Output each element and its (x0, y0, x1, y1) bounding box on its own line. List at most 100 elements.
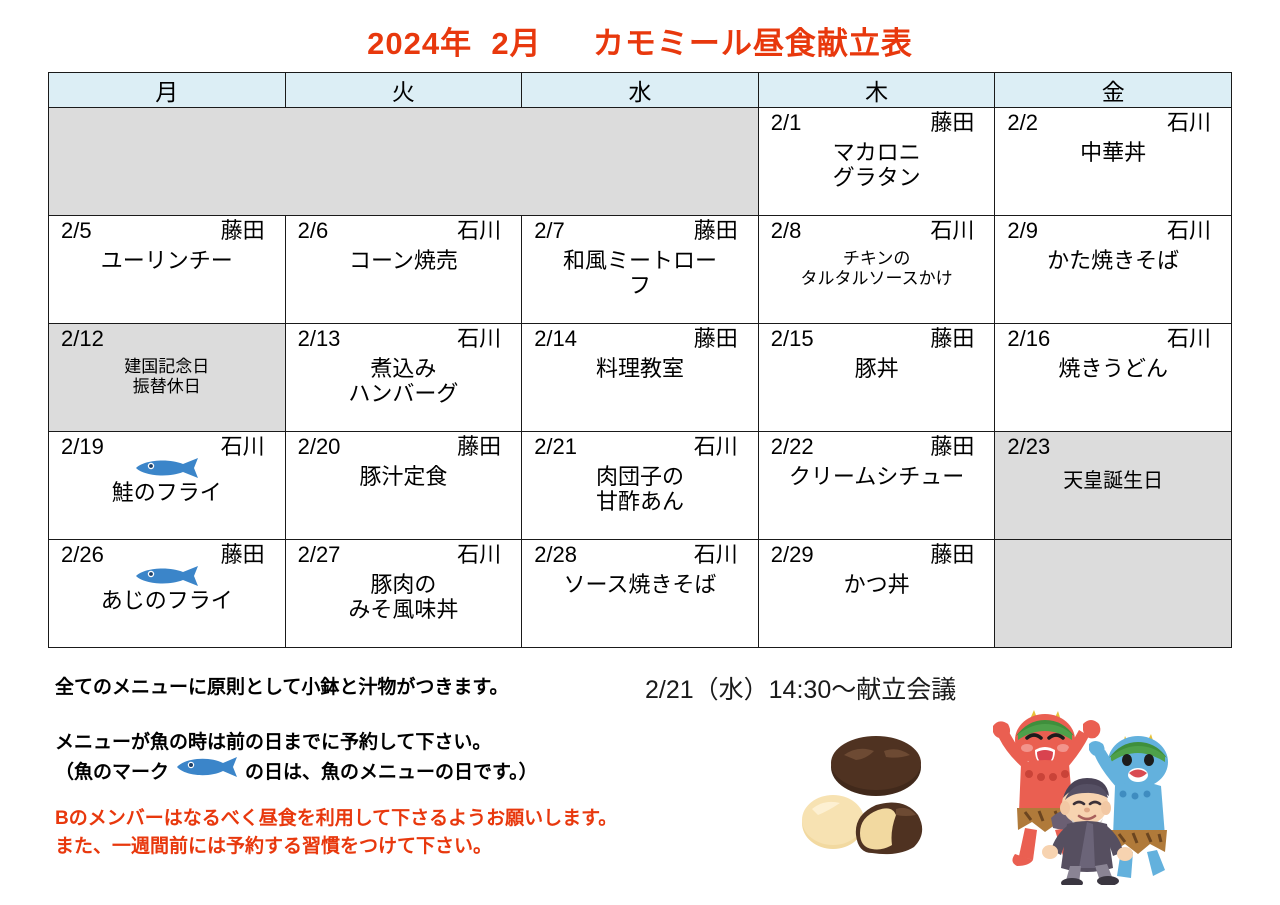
cell-chef-name: 石川 (457, 326, 502, 351)
cell-menu-name: マカロニ グラタン (832, 140, 921, 190)
cell-chef-name: 石川 (457, 542, 502, 567)
cell-menu-name: コーン焼売 (348, 248, 458, 274)
cell-header: 2/1 藤田 (759, 108, 995, 135)
cell-header: 2/22 藤田 (759, 432, 995, 459)
cell-chef-name: 石川 (1166, 218, 1211, 243)
calendar-cell-menu: 2/28 石川 ソース焼きそば (521, 539, 759, 648)
fish-icon (171, 755, 243, 785)
fish-icon (49, 457, 285, 479)
cell-date: 2/2 (1007, 110, 1038, 135)
cell-menu-name: 鮭のフライ (111, 480, 222, 506)
cell-date: 2/1 (770, 110, 802, 135)
note-fish-mark-suffix: の日は、魚のメニューの日です。） (245, 761, 538, 783)
cell-date: 2/21 (534, 434, 578, 459)
cell-chef-name: 石川 (693, 542, 738, 567)
cell-date: 2/23 (1007, 434, 1051, 459)
cell-chef-name: 藤田 (930, 434, 975, 459)
weekday-header-mon: 月 (48, 72, 286, 108)
cell-chef-name: 藤田 (693, 218, 738, 243)
cell-header: 2/16 石川 (995, 324, 1231, 351)
note-side-dish: 全てのメニューに原則として小鉢と汁物がつきます。 (55, 677, 509, 698)
setsubun-oni-illustration (975, 700, 1175, 890)
weekday-header-tue: 火 (284, 72, 523, 108)
cell-header: 2/12 (49, 324, 285, 351)
cell-header: 2/27 石川 (286, 540, 522, 567)
cell-header: 2/21 石川 (522, 432, 758, 459)
calendar-week-row: 2/26 藤田あじのフライ 2/27 石川豚肉の みそ風味丼 2/28 石川 ソース焼きそば… (48, 539, 1232, 648)
cell-chef-name: 石川 (930, 218, 975, 243)
cell-chef-name: 藤田 (930, 326, 975, 351)
page-title: 2024年 2月 カモミール昼食献立表 (367, 26, 913, 61)
weekday-header-thu: 木 (757, 72, 996, 108)
calendar-cell-menu: 2/29 藤田 かつ丼 (757, 539, 996, 648)
cell-chef-name: 藤田 (930, 110, 975, 135)
calendar-cell-menu: 2/6 石川コーン焼売 (284, 215, 523, 324)
cell-date: 2/19 (61, 434, 104, 459)
calendar-body: 2/1 藤田 マカロニ グラタン 2/2 石川 中華丼 2/5 藤田 ユーリンチー 2/6 石川 コー… (48, 107, 1232, 648)
cell-date: 2/6 (297, 218, 329, 243)
calendar-cell-menu: 2/22 藤田 クリームシチュー (757, 431, 996, 540)
calendar-cell-menu: 2/14 藤田 料理教室 (521, 323, 759, 432)
cell-date: 2/13 (297, 326, 341, 351)
weekday-header-wed: 水 (521, 72, 759, 108)
cell-header: 2/23 (995, 432, 1231, 459)
cell-chef-name: 石川 (457, 218, 502, 243)
cell-header: 2/2 石川 (995, 108, 1231, 135)
calendar-cell-empty (994, 539, 1232, 648)
cell-date: 2/22 (770, 434, 814, 459)
cell-date: 2/5 (61, 218, 92, 243)
calendar-cell-menu: 2/16 石川 焼きうどん (994, 323, 1232, 432)
weekday-header-fri: 金 (994, 72, 1232, 108)
note-fish-reservation: メニューが魚の時は前の日までに予約して下さい。 (55, 732, 492, 753)
calendar-week-row: 2/12 建国記念日 振替休日 2/13 石川 煮込み ハンバーグ 2/14 藤田 料理教室 2… (48, 323, 1232, 432)
cell-chef-name: 石川 (220, 434, 265, 459)
calendar-week-row: 2/19 石川 鮭のフライ 2/20 藤田 豚汁定食 2/21 石川 肉団子の 甘酢あん 2/22… (48, 431, 1232, 540)
cell-header: 2/5 藤田 (49, 216, 285, 243)
cell-header: 2/6 石川 (286, 216, 522, 243)
fish-icon (49, 565, 285, 587)
cell-menu-name: ユーリンチー (100, 248, 233, 274)
calendar-cell-menu: 2/1 藤田 マカロニ グラタン (757, 107, 996, 216)
note-b-members-request: Bのメンバーはなるべく昼食を利用して下さるようお願いします。 また、一週間前には… (55, 808, 618, 857)
blue-oni (1089, 734, 1168, 878)
calendar-cell-menu: 2/5 藤田ユーリンチー (48, 215, 286, 324)
cell-header: 2/26 藤田 (49, 540, 285, 567)
calendar-cell-holiday: 2/12 建国記念日 振替休日 (48, 323, 286, 432)
cell-menu-name: 豚肉の みそ風味丼 (348, 572, 459, 622)
calendar-cell-menu: 2/7 藤田和風ミートロー フ (521, 215, 759, 324)
cell-header: 2/14 藤田 (522, 324, 758, 351)
cell-menu-name: 肉団子の 甘酢あん (595, 464, 684, 514)
calendar-cell-holiday: 2/23 天皇誕生日 (994, 431, 1232, 540)
cell-menu-name: チキンの タルタルソースかけ (800, 249, 953, 289)
calendar-cell-menu: 2/8 石川チキンの タルタルソースかけ (757, 215, 996, 324)
weekday-header-row: 月 火 水 木 金 (48, 72, 1232, 108)
cell-chef-name: 藤田 (457, 434, 502, 459)
cell-date: 2/26 (61, 542, 104, 567)
cell-header: 2/28 石川 (522, 540, 758, 567)
cell-chef-name: 藤田 (220, 218, 265, 243)
cell-header: 2/13 石川 (286, 324, 522, 351)
cell-chef-name: 石川 (1166, 326, 1211, 351)
cell-chef-name: 石川 (693, 434, 738, 459)
cell-chef-name: 藤田 (220, 542, 265, 567)
calendar-cell-menu: 2/21 石川 肉団子の 甘酢あん (521, 431, 759, 540)
cell-date: 2/9 (1007, 218, 1038, 243)
calendar-cell-menu: 2/15 藤田 豚丼 (757, 323, 996, 432)
cell-date: 2/12 (61, 326, 104, 351)
cell-menu-name: かた焼きそば (1047, 248, 1180, 274)
cell-header: 2/9 石川 (995, 216, 1231, 243)
cell-menu-name: 和風ミートロー フ (562, 248, 717, 298)
cell-header: 2/19 石川 (49, 432, 285, 459)
cell-header: 2/29 藤田 (759, 540, 995, 567)
cell-menu-name: あじのフライ (100, 588, 233, 614)
calendar-cell-menu: 2/9 石川かた焼きそば (994, 215, 1232, 324)
cell-header: 2/7 藤田 (522, 216, 758, 243)
cell-menu-name: 煮込み ハンバーグ (348, 356, 459, 406)
cell-holiday-name: 建国記念日 振替休日 (124, 357, 210, 397)
cell-date: 2/8 (770, 218, 802, 243)
menu-calendar-table: 月 火 水 木 金 2/1 藤田 マカロニ グラタン 2/2 石川 中華丼 2/5 藤田 ユーリ… (48, 72, 1232, 648)
calendar-week-row: 2/1 藤田 マカロニ グラタン 2/2 石川 中華丼 (48, 107, 1232, 216)
red-oni (993, 710, 1101, 866)
note-menu-meeting: 2/21（水）14:30〜献立会議 (645, 676, 957, 704)
calendar-week-row: 2/5 藤田ユーリンチー 2/6 石川コーン焼売 2/7 藤田和風ミートロー フ 2/8 石川… (48, 215, 1232, 324)
